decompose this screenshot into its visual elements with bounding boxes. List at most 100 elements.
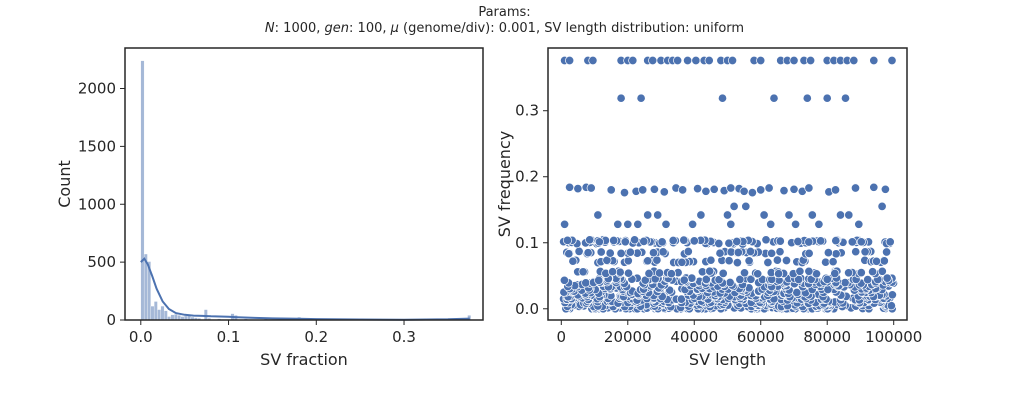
scatter-point — [701, 274, 711, 284]
scatter-point — [678, 185, 688, 195]
scatter-xtick-label: 80000 — [803, 328, 851, 346]
scatter-xtick-label: 100000 — [865, 328, 922, 346]
scatter-point — [677, 257, 687, 267]
scatter-point — [830, 185, 841, 195]
scatter-point — [659, 187, 669, 197]
scatter-point — [880, 184, 890, 194]
histogram-bar — [203, 309, 208, 321]
scatter-point — [693, 184, 703, 194]
scatter-point — [562, 235, 573, 245]
param-gen-symbol: gen — [324, 21, 350, 36]
scatter-point — [657, 237, 667, 247]
scatter-point — [679, 235, 689, 245]
scatter-point — [766, 219, 776, 229]
scatter-point — [724, 256, 734, 266]
scatter-point — [623, 219, 633, 229]
scatter-point — [764, 183, 774, 193]
scatter-point — [831, 236, 841, 246]
scatter-point — [649, 184, 659, 194]
scatter-point — [733, 247, 743, 258]
figure-title-line2: N: 1000, gen: 100, μ (genome/div): 0.001… — [0, 21, 1009, 36]
scatter-point — [726, 219, 736, 229]
hist-xtick-label: 0.0 — [129, 328, 153, 346]
scatter-point — [704, 55, 714, 66]
scatter-point — [729, 201, 739, 211]
histogram-bar — [140, 60, 145, 321]
scatter-point — [593, 210, 603, 220]
scatter-point — [856, 268, 866, 278]
scatter-point — [666, 269, 676, 279]
hist-ytick-label: 500 — [87, 253, 116, 271]
scatter-point — [565, 182, 575, 192]
scatter-point — [753, 269, 763, 279]
scatter-point — [741, 201, 751, 211]
scatter-point — [609, 235, 619, 246]
scatter-point — [887, 55, 897, 66]
hist-ytick-label: 1000 — [78, 195, 116, 213]
scatter-point — [863, 275, 873, 285]
hist-ytick-label: 0 — [106, 311, 116, 329]
scatter-point — [802, 93, 812, 103]
scatter-point — [608, 267, 618, 277]
scatter-point — [585, 235, 595, 245]
scatter-point — [687, 273, 697, 283]
scatter-point — [565, 55, 575, 66]
scatter-point — [854, 219, 864, 229]
scatter-point — [725, 277, 735, 288]
param-n-symbol: N — [264, 21, 275, 36]
scatter-point — [869, 55, 879, 66]
scatter-point — [661, 219, 671, 229]
scatter-point — [821, 257, 831, 267]
scatter-point — [688, 219, 698, 229]
scatter-point — [851, 247, 861, 257]
scatter-point — [856, 237, 866, 247]
histogram-bar — [163, 310, 168, 321]
scatter-point — [727, 55, 738, 66]
scatter-point — [616, 248, 626, 258]
scatter-point — [648, 248, 659, 258]
histogram-panel: 0.0 0.1 0.2 0.3 0 500 1000 1500 2000 SV fraction C… — [55, 47, 484, 369]
scatter-point — [653, 210, 663, 220]
scatter-point — [581, 278, 591, 288]
scatter-point — [807, 210, 817, 220]
scatter-point — [779, 186, 789, 196]
scatter-point — [722, 210, 733, 220]
scatter-point — [574, 246, 584, 256]
scatter-point — [639, 236, 649, 246]
histogram-bar — [173, 314, 178, 321]
scatter-point — [775, 247, 785, 257]
scatter-point — [643, 256, 653, 266]
scatter-ytick-label: 0.3 — [515, 102, 539, 120]
scatter-point — [784, 210, 794, 220]
hist-ytick-label: 2000 — [78, 80, 116, 98]
scatter-point — [756, 55, 766, 66]
scatter-point — [868, 267, 878, 277]
scatter-point — [724, 238, 734, 248]
scatter-point — [568, 256, 578, 266]
histogram-bar — [157, 309, 161, 321]
scatter-xtick-label: 20000 — [604, 328, 652, 346]
scatter-point — [643, 210, 653, 220]
scatter-point — [691, 55, 701, 66]
scatter-point — [844, 268, 854, 278]
scatter-point — [739, 186, 749, 196]
scatter-panel: 0 20000 40000 60000 80000 1000000.00.10.20.3S… — [495, 47, 922, 369]
scatter-point — [871, 256, 882, 266]
scatter-point — [789, 184, 799, 194]
kde-line — [140, 257, 470, 321]
scatter-point — [747, 188, 757, 198]
figure-title-line1: Params: — [478, 5, 531, 20]
scatter-point — [791, 219, 801, 229]
hist-ylabel: Count — [55, 160, 74, 208]
scatter-point — [560, 219, 570, 229]
scatter-point — [746, 274, 756, 284]
param-gen-value: : 100, — [349, 21, 391, 36]
hist-frame — [124, 47, 484, 321]
scatter-ytick-label: 0.1 — [515, 234, 539, 252]
scatter-point — [882, 273, 892, 283]
scatter-point — [822, 93, 832, 103]
param-n-value: : 1000, — [274, 21, 325, 36]
scatter-point — [879, 256, 889, 266]
scatter-point — [594, 237, 604, 247]
